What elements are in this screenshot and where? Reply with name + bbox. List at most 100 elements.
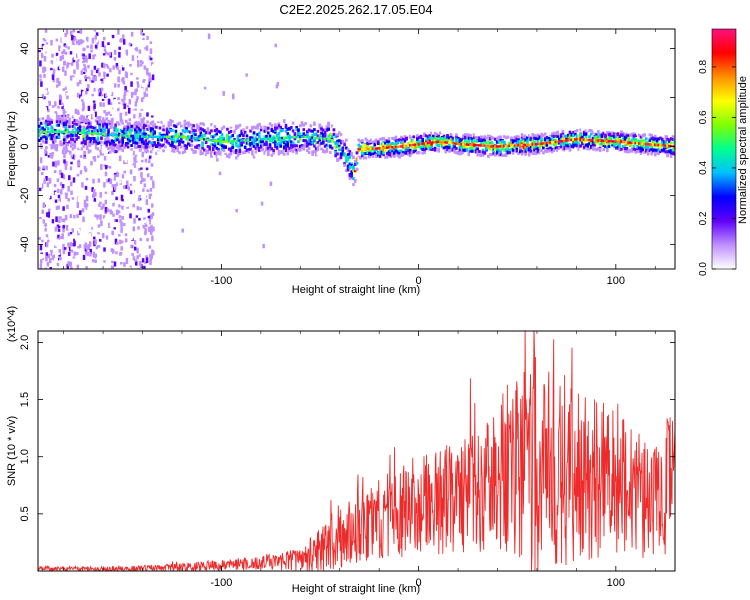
spectrogram-cell bbox=[148, 78, 151, 82]
spectrogram-cell bbox=[481, 148, 485, 152]
spectrogram-cell bbox=[286, 136, 289, 139]
spectrogram-cell bbox=[149, 48, 153, 55]
spectrogram-cell bbox=[71, 115, 75, 119]
spectrogram-cell bbox=[210, 139, 213, 142]
spectrogram-cell bbox=[389, 153, 393, 157]
spectrogram-cell bbox=[114, 126, 117, 130]
spectrogram-cell bbox=[634, 140, 637, 144]
spectrogram-cell bbox=[82, 117, 85, 124]
spectrogram-cell bbox=[73, 238, 76, 241]
spectrogram-cell bbox=[206, 151, 210, 155]
spectrogram-cell bbox=[565, 139, 568, 142]
spectrogram-cell bbox=[77, 147, 80, 151]
spectrogram-cell bbox=[96, 141, 100, 145]
spectrogram-cell bbox=[100, 36, 103, 41]
spectrogram-cell bbox=[435, 137, 439, 141]
spectrogram-cell bbox=[215, 132, 219, 136]
snr-x-tick-label: -100 bbox=[210, 577, 232, 589]
spectrogram-cell bbox=[650, 143, 653, 146]
spectrogram-cell bbox=[266, 146, 270, 150]
spectrogram-cell bbox=[149, 141, 153, 145]
spectrogram-cell bbox=[190, 134, 194, 138]
spectrogram-cell bbox=[59, 257, 62, 261]
spectrogram-cell bbox=[471, 137, 474, 141]
spectrogram-cell bbox=[43, 128, 46, 132]
spectrogram-cell bbox=[650, 152, 653, 156]
spectrogram-cell bbox=[46, 123, 50, 127]
spectrogram-cell bbox=[256, 133, 259, 137]
spectrogram-cell bbox=[101, 117, 105, 123]
spectrogram-cell bbox=[203, 123, 206, 127]
spectrogram-cell bbox=[185, 153, 188, 157]
spectrogram-cell bbox=[384, 138, 387, 142]
spectrogram-cell bbox=[611, 140, 614, 143]
spectrogram-cell bbox=[451, 148, 455, 152]
spectrogram-cell bbox=[522, 141, 526, 145]
spectrogram-cell bbox=[62, 138, 66, 142]
spectrogram-cell bbox=[414, 132, 417, 136]
spectrogram-cell bbox=[575, 144, 579, 148]
spectrogram-cell bbox=[641, 144, 645, 148]
spectrogram-cell bbox=[611, 143, 614, 147]
spectrogram-cell bbox=[210, 123, 213, 127]
spectrogram-cell bbox=[123, 222, 126, 227]
spectrogram-cell bbox=[143, 58, 147, 64]
spectrogram-cell bbox=[46, 134, 50, 138]
spectrogram-cell bbox=[84, 192, 87, 198]
spectrogram-cell bbox=[111, 230, 114, 236]
spectrogram-cell bbox=[55, 243, 58, 247]
spectrogram-cell bbox=[549, 148, 552, 152]
spectrogram-cell bbox=[114, 123, 117, 127]
spectrogram-cell bbox=[82, 144, 85, 148]
spectrogram-cell bbox=[160, 134, 164, 138]
spectrogram-cell bbox=[112, 131, 116, 134]
spectrogram-cell bbox=[350, 170, 353, 174]
spectrogram-cell bbox=[135, 162, 139, 168]
spectrogram-cell bbox=[522, 146, 526, 150]
spectrogram-cell bbox=[85, 132, 89, 135]
spectrogram-cell bbox=[266, 151, 270, 155]
spectrogram-cell bbox=[151, 142, 155, 146]
spectrogram-cell bbox=[118, 204, 121, 208]
spectrogram-cell bbox=[179, 132, 183, 136]
spectrogram-cell bbox=[451, 151, 455, 155]
spectrogram-cell bbox=[52, 145, 55, 149]
spectrogram-cell bbox=[554, 140, 557, 144]
spectrogram-cell bbox=[148, 124, 151, 128]
spectrogram-cell bbox=[293, 135, 296, 139]
spectrogram-cell bbox=[311, 133, 314, 137]
spectrogram-cell bbox=[256, 138, 259, 141]
spectrogram-cell bbox=[291, 121, 295, 125]
spectrogram-cell bbox=[57, 188, 60, 193]
spectrogram-cell bbox=[574, 132, 577, 136]
spectrogram-cell bbox=[318, 143, 322, 147]
spectrogram-cell bbox=[636, 132, 639, 136]
spectrogram-cell bbox=[325, 128, 329, 132]
spectrogram-cell bbox=[501, 140, 504, 144]
spectrogram-cell bbox=[307, 138, 311, 142]
spectrogram-cell bbox=[412, 135, 416, 139]
spectrogram-cell bbox=[295, 118, 298, 122]
spectrogram-cell bbox=[109, 91, 112, 96]
spectrogram-cell bbox=[96, 116, 100, 120]
spectrogram-cell bbox=[119, 128, 123, 132]
spectrogram-cell bbox=[323, 137, 327, 140]
spectrogram-cell bbox=[50, 39, 53, 46]
spectrogram-cell bbox=[69, 75, 73, 81]
spectrogram-cell bbox=[275, 138, 279, 142]
spectrogram-cell bbox=[568, 137, 572, 141]
spectrogram-cell bbox=[122, 34, 125, 40]
spectrogram-cell bbox=[278, 71, 281, 78]
spectrogram-cell bbox=[149, 187, 153, 192]
spectrogram-cell bbox=[529, 143, 533, 146]
spectrogram-cell bbox=[229, 139, 233, 143]
spectrogram-cell bbox=[207, 33, 211, 40]
spectrogram-cell bbox=[368, 151, 371, 155]
spectrogram-cell bbox=[613, 144, 616, 148]
spectrogram-cell bbox=[362, 147, 366, 151]
spectrogram-cell bbox=[637, 142, 641, 145]
spectrogram-cell bbox=[42, 32, 46, 38]
spectrogram-cell bbox=[133, 175, 136, 182]
spectrogram-cell bbox=[40, 100, 43, 103]
